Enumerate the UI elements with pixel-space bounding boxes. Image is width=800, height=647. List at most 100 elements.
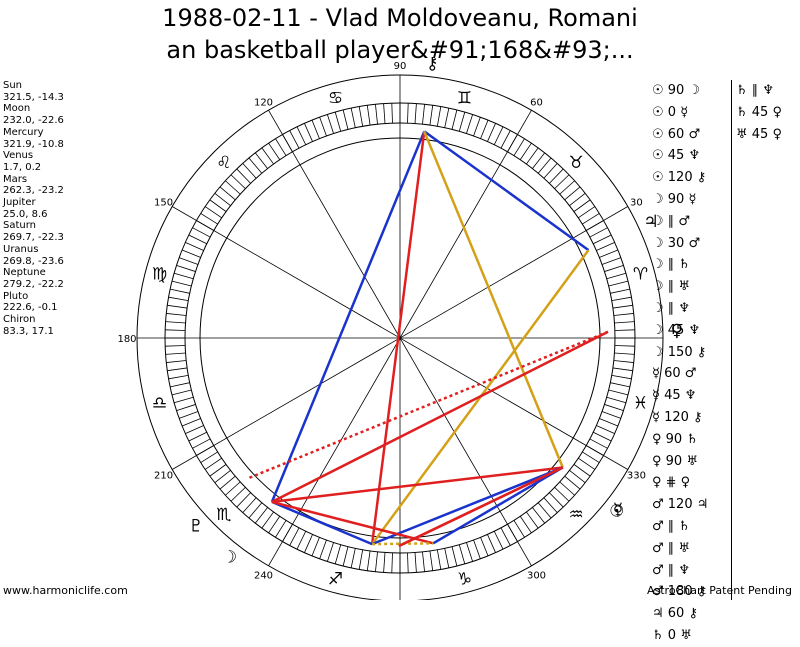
degree-tick bbox=[173, 272, 194, 280]
degree-tick bbox=[165, 329, 186, 331]
degree-tick bbox=[593, 234, 612, 245]
degree-tick bbox=[537, 157, 552, 174]
degree-tick bbox=[543, 497, 558, 513]
aspect-entry: ☉ 90 ☽ bbox=[652, 83, 701, 98]
aspect-entry: ☉ 45 ♆ bbox=[652, 148, 701, 164]
degree-tick bbox=[179, 257, 199, 265]
position-coords: 262.3, -23.2 bbox=[3, 185, 64, 197]
aspect-entry: ♂ ∥ ♆ bbox=[652, 562, 691, 578]
degree-tick bbox=[466, 114, 473, 134]
degree-tick bbox=[578, 206, 596, 219]
degree-tick bbox=[261, 511, 274, 529]
degree-tick bbox=[549, 492, 564, 508]
position-coords: 83.3, 17.1 bbox=[3, 325, 54, 337]
degree-tick bbox=[181, 418, 201, 427]
aspect-line bbox=[270, 130, 426, 503]
degree-tick bbox=[185, 425, 204, 434]
degree-tick bbox=[165, 345, 186, 347]
degree-tick bbox=[554, 174, 570, 189]
degree-tick bbox=[589, 438, 608, 449]
degree-tick bbox=[296, 126, 307, 145]
degree-tick bbox=[549, 168, 564, 184]
degree-label: 150 bbox=[154, 198, 173, 209]
degree-tick bbox=[311, 537, 320, 557]
degree-tick bbox=[192, 438, 211, 449]
degree-tick bbox=[358, 106, 364, 127]
degree-label: 300 bbox=[527, 570, 546, 581]
position-name: Mercury bbox=[3, 126, 44, 138]
aspect-line bbox=[370, 131, 426, 545]
degree-tick bbox=[537, 502, 552, 519]
position-name: Moon bbox=[3, 103, 31, 115]
degree-tick bbox=[200, 451, 218, 463]
degree-tick bbox=[407, 103, 409, 124]
degree-tick bbox=[414, 103, 417, 124]
degree-tick bbox=[610, 382, 630, 388]
aspect-line bbox=[432, 466, 564, 545]
footer-website[interactable]: www.harmoniclife.com bbox=[3, 584, 128, 597]
degree-tick bbox=[599, 418, 619, 427]
aspect-entry: ☿ 60 ♂ bbox=[652, 366, 697, 382]
aspect-entry: ☉ 0 ☿ bbox=[652, 104, 689, 120]
degree-tick bbox=[304, 123, 313, 142]
degree-tick bbox=[296, 531, 307, 550]
aspect-entry: ♂ 180 ⚷ bbox=[652, 584, 707, 600]
degree-label: 210 bbox=[154, 471, 173, 482]
degree-tick bbox=[170, 288, 190, 294]
degree-tick bbox=[480, 119, 489, 139]
zodiac-sign-glyph: ♌ bbox=[216, 153, 231, 173]
degree-tick bbox=[214, 470, 231, 483]
degree-tick bbox=[487, 534, 496, 553]
degree-tick bbox=[242, 497, 257, 513]
planet-glyph-pluto: ♇ bbox=[188, 516, 203, 536]
degree-label: 180 bbox=[117, 334, 136, 345]
zodiac-sign-glyph: ♈ bbox=[633, 265, 648, 285]
position-name: Mars bbox=[3, 173, 28, 185]
degree-tick bbox=[532, 507, 545, 524]
degree-tick bbox=[543, 163, 558, 179]
degree-tick bbox=[350, 548, 356, 568]
degree-tick bbox=[473, 539, 481, 559]
zodiac-sign-glyph: ♎ bbox=[152, 393, 167, 413]
degree-tick bbox=[458, 544, 466, 565]
degree-tick bbox=[612, 304, 633, 309]
degree-tick bbox=[513, 138, 525, 156]
degree-tick bbox=[366, 550, 371, 571]
degree-label: 90 bbox=[394, 61, 407, 72]
aspect-entry: ☽ 30 ♂ bbox=[652, 235, 701, 251]
aspect-line bbox=[271, 330, 609, 504]
degree-tick bbox=[564, 186, 581, 201]
degree-tick bbox=[526, 147, 539, 165]
degree-tick bbox=[582, 213, 600, 225]
degree-tick bbox=[268, 142, 281, 160]
degree-tick bbox=[604, 265, 624, 272]
degree-tick bbox=[170, 382, 190, 388]
degree-tick bbox=[171, 280, 192, 287]
degree-tick bbox=[573, 464, 591, 477]
aspect-entry: ♀ 90 ♅ bbox=[652, 453, 698, 469]
degree-tick bbox=[612, 367, 633, 372]
degree-tick bbox=[493, 531, 504, 550]
degree-tick bbox=[327, 542, 334, 562]
degree-tick bbox=[166, 360, 187, 363]
degree-tick bbox=[204, 457, 222, 470]
degree-tick bbox=[493, 126, 504, 145]
degree-tick bbox=[554, 487, 570, 502]
aspect-list-secondary: ♄ ∥ ♆ ♄ 45 ♀ ♅ 45 ♀ bbox=[736, 80, 782, 145]
degree-label: 30 bbox=[630, 198, 643, 209]
aspect-entry: ♄ 0 ♅ bbox=[652, 627, 692, 643]
position-name: Neptune bbox=[3, 267, 46, 279]
degree-tick bbox=[255, 152, 268, 169]
aspect-entry: ♂ ∥ ♄ bbox=[652, 518, 691, 534]
degree-tick bbox=[230, 487, 246, 502]
aspect-entry: ♀ ⋕ ♀ bbox=[652, 475, 691, 491]
degree-tick bbox=[601, 411, 621, 419]
degree-tick bbox=[319, 539, 327, 559]
aspect-entry: ♃ 60 ⚷ bbox=[652, 606, 698, 622]
aspect-entry: ☽ ∥ ♆ bbox=[652, 300, 691, 316]
degree-tick bbox=[422, 104, 425, 125]
position-name: Chiron bbox=[3, 314, 36, 326]
zodiac-sign-glyph: ♓ bbox=[633, 393, 648, 413]
degree-tick bbox=[242, 163, 257, 179]
degree-tick bbox=[268, 516, 281, 534]
